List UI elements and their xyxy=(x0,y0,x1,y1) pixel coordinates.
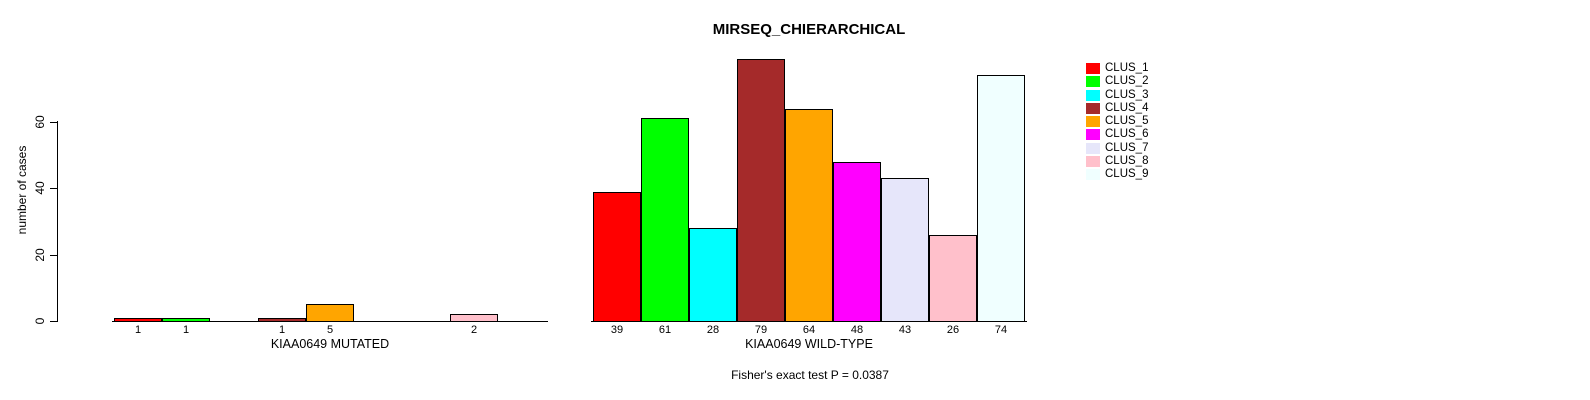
legend-item-label: CLUS_6 xyxy=(1105,128,1149,140)
bar-clus_5 xyxy=(785,109,833,322)
bar-value-label: 2 xyxy=(470,324,478,336)
bar-value-label: 1 xyxy=(182,324,190,336)
legend-item: CLUS_7 xyxy=(1086,142,1148,155)
bar-value-label: 48 xyxy=(850,324,864,336)
bar-clus_8 xyxy=(450,314,498,322)
bar-clus_8 xyxy=(929,235,977,322)
bar-clus_2 xyxy=(641,118,689,322)
legend-color-swatch xyxy=(1086,90,1100,101)
legend-color-swatch xyxy=(1086,169,1100,180)
bar-clus_7 xyxy=(881,178,929,322)
bar-value-label: 1 xyxy=(134,324,142,336)
legend-color-swatch xyxy=(1086,156,1100,167)
y-tick-label: 0 xyxy=(33,317,47,325)
legend-item-label: CLUS_4 xyxy=(1105,102,1149,114)
y-tick-mark xyxy=(50,188,58,189)
chart-title: MIRSEQ_CHIERARCHICAL xyxy=(712,21,906,38)
legend-color-swatch xyxy=(1086,76,1100,87)
y-tick-mark xyxy=(50,255,58,256)
bar-clus_6 xyxy=(833,162,881,322)
fisher-test-annotation: Fisher's exact test P = 0.0387 xyxy=(731,368,889,382)
bar-value-label: 79 xyxy=(754,324,768,336)
legend-item: CLUS_3 xyxy=(1086,89,1148,102)
x-axis-group-label: KIAA0649 WILD-TYPE xyxy=(745,337,873,351)
legend-item: CLUS_9 xyxy=(1086,168,1148,181)
legend-item: CLUS_2 xyxy=(1086,75,1148,88)
legend-item-label: CLUS_7 xyxy=(1105,142,1149,154)
bar-value-label: 26 xyxy=(946,324,960,336)
legend-item-label: CLUS_9 xyxy=(1105,168,1149,180)
legend-item-label: CLUS_8 xyxy=(1105,155,1149,167)
legend-item: CLUS_5 xyxy=(1086,115,1148,128)
legend-color-swatch xyxy=(1086,103,1100,114)
legend-item-label: CLUS_1 xyxy=(1105,62,1149,74)
bar-clus_4 xyxy=(737,59,785,322)
bar-clus_3 xyxy=(689,228,737,322)
y-tick-mark xyxy=(50,122,58,123)
bar-clus_1 xyxy=(593,192,641,322)
legend-item: CLUS_6 xyxy=(1086,128,1148,141)
bar-value-label: 43 xyxy=(898,324,912,336)
legend-color-swatch xyxy=(1086,129,1100,140)
legend-item: CLUS_1 xyxy=(1086,62,1148,75)
bar-clus_5 xyxy=(306,304,354,322)
y-tick-mark xyxy=(50,321,58,322)
y-tick-label: 60 xyxy=(33,115,47,129)
bar-clus_4 xyxy=(258,318,306,322)
bar-value-label: 61 xyxy=(658,324,672,336)
bar-value-label: 28 xyxy=(706,324,720,336)
x-axis-group-label: KIAA0649 MUTATED xyxy=(270,337,390,351)
bar-value-label: 64 xyxy=(802,324,816,336)
y-tick-label: 20 xyxy=(33,248,47,262)
y-axis-title: number of cases xyxy=(15,145,29,235)
bar-value-label: 1 xyxy=(278,324,286,336)
legend-item: CLUS_8 xyxy=(1086,155,1148,168)
legend-item-label: CLUS_5 xyxy=(1105,115,1149,127)
bar-clus_2 xyxy=(162,318,210,322)
bar-value-label: 39 xyxy=(610,324,624,336)
bar-value-label: 74 xyxy=(994,324,1008,336)
legend-color-swatch xyxy=(1086,143,1100,154)
legend-color-swatch xyxy=(1086,116,1100,127)
y-tick-label: 40 xyxy=(33,181,47,195)
bar-clus_9 xyxy=(977,75,1025,322)
legend-color-swatch xyxy=(1086,63,1100,74)
legend-item-label: CLUS_3 xyxy=(1105,89,1149,101)
legend-item-label: CLUS_2 xyxy=(1105,75,1149,87)
legend-item: CLUS_4 xyxy=(1086,102,1148,115)
bar-value-label: 5 xyxy=(326,324,334,336)
bar-clus_1 xyxy=(114,318,162,322)
y-axis-line xyxy=(57,121,58,322)
